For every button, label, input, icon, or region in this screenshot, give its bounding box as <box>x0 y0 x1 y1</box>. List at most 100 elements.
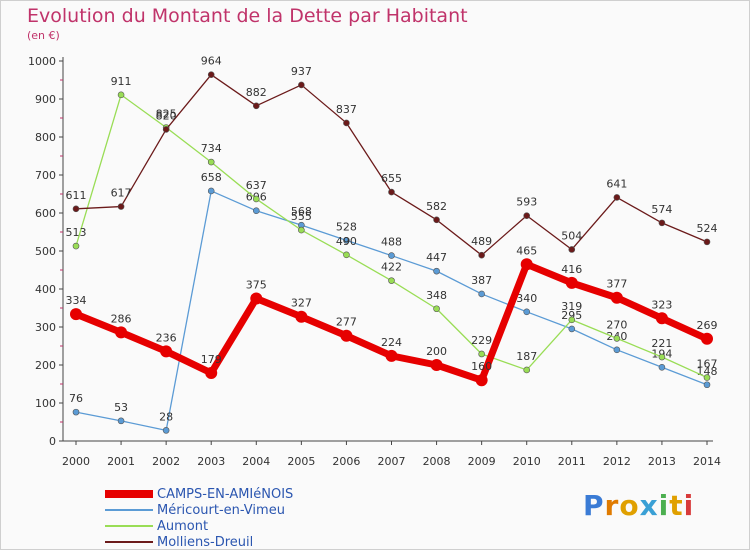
legend-item: Aumont <box>105 518 293 534</box>
data-point <box>655 312 668 325</box>
data-point <box>613 194 621 201</box>
data-label: 504 <box>561 229 582 242</box>
legend-label: Aumont <box>157 518 209 534</box>
data-point <box>385 349 398 362</box>
data-label: 187 <box>516 350 537 363</box>
data-point <box>568 325 576 333</box>
data-label: 286 <box>111 312 132 325</box>
data-point <box>388 188 395 196</box>
data-point <box>162 126 170 133</box>
data-label: 524 <box>697 222 718 235</box>
data-label: 422 <box>381 261 402 274</box>
series-line-3 <box>75 74 708 256</box>
data-label: 593 <box>516 196 537 209</box>
data-point <box>520 258 533 271</box>
data-point <box>613 346 621 354</box>
data-label: 911 <box>111 75 132 88</box>
data-label: 160 <box>471 360 492 373</box>
data-label: 937 <box>291 65 312 78</box>
data-label: 179 <box>201 353 222 366</box>
data-label: 221 <box>651 337 672 350</box>
data-label: 28 <box>159 410 173 423</box>
x-tick-label: 2013 <box>648 455 676 468</box>
data-point <box>523 366 531 374</box>
legend-swatch <box>105 541 153 543</box>
data-point <box>207 71 215 78</box>
data-point <box>478 290 485 298</box>
data-label: 655 <box>381 172 402 185</box>
data-label: 637 <box>246 179 267 192</box>
data-label: 641 <box>606 177 627 190</box>
data-label: 229 <box>471 334 492 347</box>
data-point <box>523 308 531 316</box>
data-point <box>252 102 260 110</box>
x-tick-label: 2002 <box>152 455 180 468</box>
data-point <box>433 305 440 313</box>
series-line-1 <box>75 190 708 432</box>
legend-swatch <box>105 525 153 527</box>
data-point <box>433 267 440 275</box>
y-tick-label: 1000 <box>28 55 56 68</box>
legend: CAMPS-EN-AMIéNOIS Méricourt-en-Vimeu Aumon… <box>105 486 294 550</box>
data-point <box>523 212 531 219</box>
data-point <box>478 251 485 259</box>
x-tick-label: 2006 <box>332 455 360 468</box>
data-label: 488 <box>381 236 402 249</box>
x-tick-label: 2014 <box>693 455 721 468</box>
data-point <box>117 417 125 425</box>
data-label: 528 <box>336 220 357 233</box>
data-label: 269 <box>697 319 718 332</box>
x-tick-label: 2011 <box>558 455 586 468</box>
data-point <box>295 310 308 323</box>
y-tick-label: 0 <box>49 435 56 448</box>
data-label: 53 <box>114 401 128 414</box>
data-point <box>343 251 350 259</box>
data-label: 964 <box>201 55 222 68</box>
data-point <box>117 91 125 99</box>
legend-label: Molliens-Dreuil <box>157 534 254 550</box>
data-point <box>72 205 80 213</box>
y-tick-label: 200 <box>35 359 56 372</box>
data-point <box>252 195 260 203</box>
data-label: 76 <box>69 392 83 405</box>
x-tick-label: 2009 <box>468 455 496 468</box>
x-tick-label: 2001 <box>107 455 135 468</box>
data-label: 327 <box>291 297 312 310</box>
y-tick-label: 300 <box>35 321 56 334</box>
y-tick-label: 100 <box>35 397 56 410</box>
data-label: 582 <box>426 200 447 213</box>
chart-subtitle: (en €) <box>27 29 60 42</box>
x-tick-label: 2003 <box>197 455 225 468</box>
data-point <box>703 238 711 246</box>
data-point <box>658 219 666 227</box>
data-point <box>298 81 305 89</box>
data-label: 513 <box>66 226 87 239</box>
legend-item: Molliens-Dreuil <box>105 534 293 550</box>
data-label: 825 <box>156 108 177 121</box>
data-label: 465 <box>516 244 537 257</box>
data-label: 387 <box>471 274 492 287</box>
data-label: 377 <box>606 278 627 291</box>
data-point <box>703 381 711 389</box>
legend-item: Méricourt-en-Vimeu <box>105 502 293 518</box>
data-label: 348 <box>426 289 447 302</box>
data-point <box>701 332 713 345</box>
data-label: 224 <box>381 336 402 349</box>
data-point <box>160 345 173 358</box>
y-tick-label: 400 <box>35 283 56 296</box>
data-label: 375 <box>246 279 267 292</box>
data-point <box>250 292 263 305</box>
chart-title: Evolution du Montant de la Dette par Hab… <box>27 5 468 27</box>
data-label: 617 <box>111 187 132 200</box>
data-label: 334 <box>66 294 87 307</box>
data-point <box>568 246 576 253</box>
legend-label: CAMPS-EN-AMIéNOIS <box>157 486 294 502</box>
data-point <box>72 408 80 416</box>
data-point <box>343 237 350 244</box>
data-point <box>72 242 80 250</box>
y-tick-label: 900 <box>35 93 56 106</box>
data-label: 447 <box>426 251 447 264</box>
y-tick-label: 800 <box>35 131 56 144</box>
data-point <box>568 316 576 324</box>
